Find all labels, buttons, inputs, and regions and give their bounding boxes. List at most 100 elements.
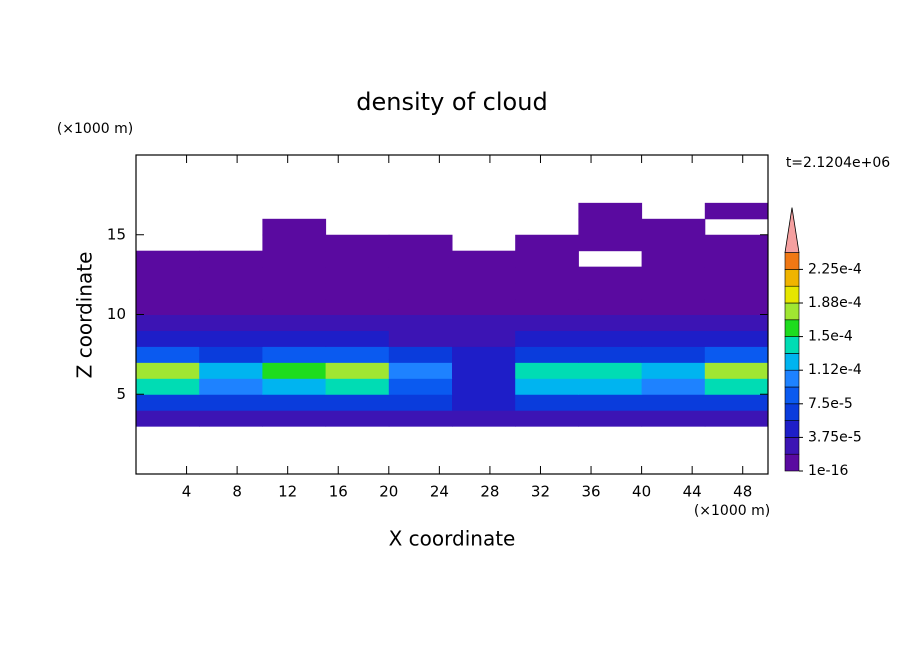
contour-cell [515, 362, 579, 379]
contour-cell [388, 298, 453, 315]
contour-cell [578, 282, 643, 300]
x-tick-label: 32 [531, 483, 550, 501]
contour-cell [641, 378, 706, 395]
contour-cell [388, 282, 453, 300]
contour-cell [136, 378, 200, 395]
contour-cell [641, 234, 706, 252]
contour-cell [515, 314, 579, 331]
contour-cell [515, 378, 579, 395]
contour-cell [641, 314, 706, 331]
contour-cell [452, 250, 516, 268]
contour-cell [452, 394, 516, 411]
contour-cell [199, 282, 263, 300]
colorbar-tick-label: 2.25e-4 [808, 261, 862, 277]
contour-cell [578, 314, 643, 331]
contour-cell [325, 378, 390, 395]
contour-cell [262, 218, 327, 236]
contour-cell [578, 202, 643, 220]
contour-cell [262, 346, 327, 363]
contour-cell [388, 378, 453, 395]
contour-cell [136, 314, 200, 331]
contour-cell [136, 362, 200, 379]
contour-cell [199, 266, 263, 284]
contour-cell [262, 266, 327, 284]
contour-cell [199, 410, 263, 427]
contour-cell [578, 410, 643, 427]
contour-cell [704, 394, 769, 411]
colorbar-tick-label: 3.75e-5 [808, 429, 862, 445]
contour-cell [262, 362, 327, 379]
x-tick-label: 4 [182, 483, 192, 501]
contour-cell [578, 218, 643, 236]
contour-cell [515, 346, 579, 363]
contour-cell [136, 394, 200, 411]
colorbar-band [784, 353, 800, 371]
colorbar-tick-label: 1.5e-4 [808, 329, 853, 345]
contour-cell [262, 378, 327, 395]
contour-cell [578, 378, 643, 395]
contour-cell [578, 298, 643, 315]
contour-cell [578, 330, 643, 347]
contour-cell [704, 282, 769, 300]
x-tick-label: 24 [430, 483, 449, 501]
contour-cell [136, 410, 200, 427]
contour-cell [452, 298, 516, 315]
chart-title: density of cloud [356, 88, 547, 116]
colorbar-band [784, 285, 800, 304]
contour-cell [704, 362, 769, 379]
contour-cell [515, 298, 579, 315]
contour-cell [641, 330, 706, 347]
contour-cell [578, 266, 643, 284]
contour-cell [515, 282, 579, 300]
contour-cell [704, 330, 769, 347]
contour-cell [136, 282, 200, 300]
contour-cell [578, 394, 643, 411]
contour-cell [641, 346, 706, 363]
contour-cell [325, 410, 390, 427]
contour-cell [704, 378, 769, 395]
contour-cell [325, 314, 390, 331]
contour-cell [325, 346, 390, 363]
contour-cell [641, 266, 706, 284]
colorbar-band [784, 319, 800, 337]
contour-cell [452, 410, 516, 427]
contour-cell [262, 330, 327, 347]
contour-cell [704, 250, 769, 268]
y-tick-label: 15 [107, 225, 126, 243]
contour-cell [325, 266, 390, 284]
contour-cell [515, 266, 579, 284]
contour-cell [199, 314, 263, 331]
contour-cell [388, 234, 453, 252]
contour-cell [262, 298, 327, 315]
contour-cell [452, 378, 516, 395]
contour-cell [452, 266, 516, 284]
contour-cell [578, 346, 643, 363]
contour-cell [262, 282, 327, 300]
contour-cell [136, 266, 200, 284]
contour-cell [452, 346, 516, 363]
contour-cell [515, 394, 579, 411]
contour-cell [199, 362, 263, 379]
contour-cell [452, 362, 516, 379]
contour-cell [641, 218, 706, 236]
colorbar-tick-label: 7.5e-5 [808, 396, 853, 412]
contour-cell [136, 330, 200, 347]
contour-cell [704, 314, 769, 331]
colorbar-band [784, 420, 800, 438]
contour-cell [325, 250, 390, 268]
contour-cell [262, 250, 327, 268]
contour-cell [199, 346, 263, 363]
colorbar-tick-label: 1e-16 [808, 463, 848, 479]
colorbar-band [784, 403, 800, 421]
contour-cell [136, 298, 200, 315]
x-tick-label: 28 [480, 483, 499, 501]
contour-cell [704, 202, 769, 220]
x-tick-label: 12 [278, 483, 297, 501]
y-tick-label: 10 [107, 305, 126, 323]
contour-cell [199, 394, 263, 411]
contour-cell [199, 298, 263, 315]
contour-cell [641, 282, 706, 300]
contour-cell [325, 394, 390, 411]
contour-cell [136, 346, 200, 363]
x-tick-label: 40 [632, 483, 651, 501]
